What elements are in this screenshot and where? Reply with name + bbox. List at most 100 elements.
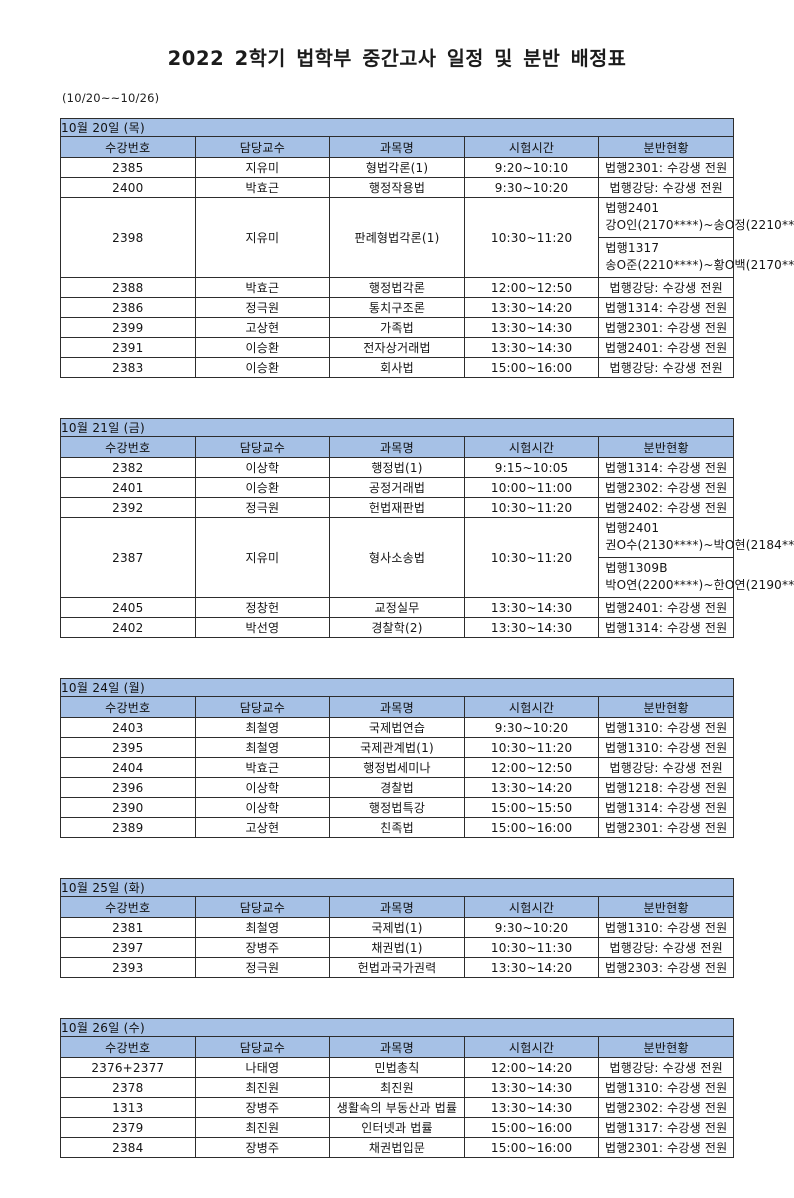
- cell-professor: 박효근: [194, 177, 331, 198]
- day-header-row: 10월 24일 (월): [60, 678, 734, 697]
- table-row: 2378 최진원 최진원 13:30~14:30 법행1310: 수강생 전원: [60, 1077, 734, 1098]
- cell-exam-time: 15:00~16:00: [463, 1117, 600, 1138]
- cell-class-status: 법행강당: 수강생 전원: [598, 757, 734, 778]
- cell-class-status: 법행1314: 수강생 전원: [598, 457, 734, 478]
- cell-exam-time: 13:30~14:20: [463, 957, 600, 978]
- cell-subject: 채권법입문: [329, 1137, 465, 1158]
- cell-class-status: 법행강당: 수강생 전원: [598, 177, 734, 198]
- cell-course-no: 2388: [60, 277, 196, 298]
- cell-course-no: 2397: [60, 937, 196, 958]
- schedule-rows: 2385 지유미 형법각론(1) 9:20~10:10 법행2301: 수강생 전원 24…: [60, 157, 794, 378]
- day-header-row: 10월 25일 (화): [60, 878, 734, 897]
- column-header-subject: 과목명: [329, 436, 465, 458]
- class-room: 법행2401: [605, 521, 660, 535]
- table-row: 2391 이승환 전자상거래법 13:30~14:30 법행2401: 수강생 전원: [60, 337, 734, 358]
- cell-class-status: 법행2301: 수강생 전원: [598, 317, 734, 338]
- table-row: 2396 이상학 경찰법 13:30~14:20 법행1218: 수강생 전원: [60, 777, 734, 798]
- table-row: 2379 최진원 인터넷과 법률 15:00~16:00 법행1317: 수강생 전원: [60, 1117, 734, 1138]
- cell-professor: 이승환: [194, 477, 331, 498]
- cell-professor: 정극원: [194, 957, 331, 978]
- date-range-label: (10/20~~10/26): [62, 91, 160, 105]
- schedule-rows: 2382 이상학 행정법(1) 9:15~10:05 법행1314: 수강생 전원 240…: [60, 457, 794, 638]
- table-row: 2399 고상현 가족법 13:30~14:30 법행2301: 수강생 전원: [60, 317, 734, 338]
- class-student-range: 송O준(2210****)~황O백(2170****): [605, 258, 794, 272]
- cell-professor: 장병주: [194, 1137, 331, 1158]
- column-header-course-no: 수강번호: [60, 696, 196, 718]
- cell-course-no: 2382: [60, 457, 196, 478]
- column-header-exam-time: 시험시간: [463, 696, 600, 718]
- cell-class-status: 법행강당: 수강생 전원: [598, 357, 734, 378]
- column-header-exam-time: 시험시간: [463, 896, 600, 918]
- cell-class-status: 법행1218: 수강생 전원: [598, 777, 734, 798]
- cell-professor: 지유미: [194, 157, 331, 178]
- cell-professor: 최철영: [194, 737, 331, 758]
- cell-subject: 행정법특강: [329, 797, 465, 818]
- cell-subject: 친족법: [329, 817, 465, 838]
- cell-class-status: 법행1314: 수강생 전원: [598, 617, 734, 638]
- column-header-class-status: 분반현황: [598, 1036, 734, 1058]
- table-row: 2381 최철영 국제법(1) 9:30~10:20 법행1310: 수강생 전원: [60, 917, 734, 938]
- column-header-course-no: 수강번호: [60, 1036, 196, 1058]
- table-row: 2376+2377 나태영 민법총칙 12:00~14:20 법행강당: 수강생 전원: [60, 1057, 734, 1078]
- cell-class-status: 법행2302: 수강생 전원: [598, 1097, 734, 1118]
- cell-exam-time: 13:30~14:20: [463, 777, 600, 798]
- cell-exam-time: 10:30~11:20: [463, 197, 600, 278]
- cell-professor: 고상현: [194, 317, 331, 338]
- cell-subject: 경찰학(2): [329, 617, 465, 638]
- schedule-table: 10월 25일 (화) 수강번호 담당교수 과목명 시험시간 분반현황 2381 최철영 국제법…: [60, 878, 734, 978]
- table-row: 2400 박효근 행정작용법 9:30~10:20 법행강당: 수강생 전원: [60, 177, 734, 198]
- cell-course-no: 2385: [60, 157, 196, 178]
- column-header-exam-time: 시험시간: [463, 1036, 600, 1058]
- cell-course-no: 2390: [60, 797, 196, 818]
- cell-professor: 최진원: [194, 1077, 331, 1098]
- column-header-class-status: 분반현황: [598, 696, 734, 718]
- cell-class-status: 법행2301: 수강생 전원: [598, 1137, 734, 1158]
- cell-exam-time: 15:00~16:00: [463, 817, 600, 838]
- cell-class-status: 법행1314: 수강생 전원: [598, 297, 734, 318]
- cell-exam-time: 13:30~14:30: [463, 337, 600, 358]
- cell-professor: 최철영: [194, 717, 331, 738]
- class-room: 법행1309B: [605, 561, 668, 575]
- cell-subject: 형법각론(1): [329, 157, 465, 178]
- class-room: 법행1317: [605, 241, 660, 255]
- class-group: 법행1309B 박O연(2200****)~한O연(2190****): [599, 558, 794, 597]
- cell-class-status: 법행1310: 수강생 전원: [598, 1077, 734, 1098]
- cell-exam-time: 10:30~11:20: [463, 517, 600, 598]
- class-group: 법행1317 송O준(2210****)~황O백(2170****): [599, 238, 794, 277]
- table-row: 2390 이상학 행정법특강 15:00~15:50 법행1314: 수강생 전원: [60, 797, 734, 818]
- class-group: 법행2401 강O인(2170****)~송O정(2210****): [599, 198, 794, 238]
- cell-class-status: 법행1314: 수강생 전원: [598, 797, 734, 818]
- cell-class-status: 법행2303: 수강생 전원: [598, 957, 734, 978]
- cell-subject: 회사법: [329, 357, 465, 378]
- column-header-class-status: 분반현황: [598, 896, 734, 918]
- cell-subject: 행정법세미나: [329, 757, 465, 778]
- column-header-course-no: 수강번호: [60, 896, 196, 918]
- column-header-professor: 담당교수: [194, 1036, 331, 1058]
- cell-course-no: 2403: [60, 717, 196, 738]
- page-title: 2022 2학기 법학부 중간고사 일정 및 분반 배정표: [167, 47, 627, 70]
- cell-professor: 이상학: [194, 777, 331, 798]
- column-header-professor: 담당교수: [194, 896, 331, 918]
- column-header-professor: 담당교수: [194, 696, 331, 718]
- schedule-tables-container: 10월 20일 (목) 수강번호 담당교수 과목명 시험시간 분반현황 2385 지유미 형법각…: [60, 118, 794, 1198]
- cell-exam-time: 13:30~14:30: [463, 597, 600, 618]
- cell-professor: 지유미: [194, 197, 331, 278]
- column-header-row: 수강번호 담당교수 과목명 시험시간 분반현황: [60, 1036, 734, 1058]
- table-row: 2382 이상학 행정법(1) 9:15~10:05 법행1314: 수강생 전원: [60, 457, 734, 478]
- cell-course-no: 2401: [60, 477, 196, 498]
- cell-exam-time: 13:30~14:30: [463, 1077, 600, 1098]
- column-header-class-status: 분반현황: [598, 136, 734, 158]
- table-row: 2403 최철영 국제법연습 9:30~10:20 법행1310: 수강생 전원: [60, 717, 734, 738]
- cell-exam-time: 13:30~14:30: [463, 617, 600, 638]
- column-header-row: 수강번호 담당교수 과목명 시험시간 분반현황: [60, 436, 734, 458]
- cell-professor: 박선영: [194, 617, 331, 638]
- column-header-row: 수강번호 담당교수 과목명 시험시간 분반현황: [60, 896, 734, 918]
- cell-exam-time: 9:30~10:20: [463, 917, 600, 938]
- day-label: 10월 25일 (화): [60, 878, 734, 897]
- cell-exam-time: 13:30~14:30: [463, 1097, 600, 1118]
- table-row: 2393 정극원 헌법과국가권력 13:30~14:20 법행2303: 수강생 전원: [60, 957, 734, 978]
- cell-subject: 형사소송법: [329, 517, 465, 598]
- cell-course-no: 2398: [60, 197, 196, 278]
- cell-professor: 이상학: [194, 457, 331, 478]
- column-header-professor: 담당교수: [194, 436, 331, 458]
